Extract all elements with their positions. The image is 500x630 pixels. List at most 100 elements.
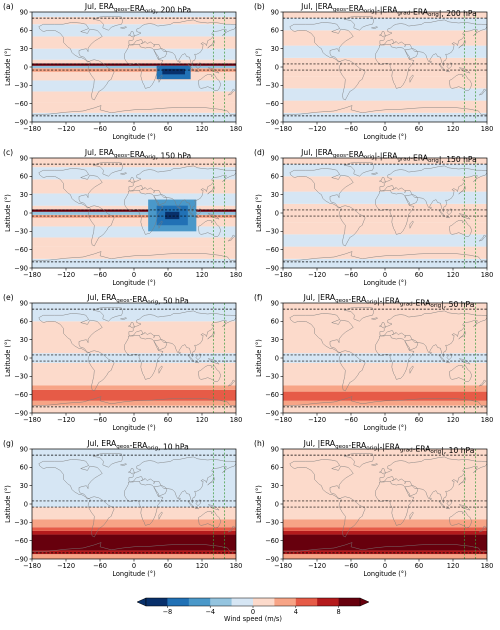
y-tick-label: 30	[271, 336, 279, 344]
y-tick-label: 90	[20, 299, 28, 307]
lat-band-cell	[32, 530, 236, 535]
coastline	[158, 220, 163, 229]
lat-band-cell	[283, 234, 487, 247]
coastline	[449, 219, 472, 238]
x-tick-label: 180	[230, 125, 243, 133]
y-tick-label: −60	[265, 391, 279, 399]
lat-band-cell	[32, 534, 236, 551]
x-tick-label: −120	[57, 125, 75, 133]
lat-band-cell	[32, 63, 236, 66]
coastline	[379, 468, 386, 474]
y-tick-label: 60	[271, 318, 279, 326]
lat-band-cell	[32, 507, 236, 520]
coastline	[208, 67, 220, 74]
x-tick-label: 180	[481, 416, 494, 424]
x-tick-label: 120	[447, 125, 460, 133]
x-tick-label: −120	[308, 562, 326, 570]
lat-band-cell	[283, 550, 487, 555]
panel-title: Jul, |ERAgeos-ERAorig|-|ERAgrad-ERAorig|…	[303, 293, 475, 309]
colorbar-swatch	[338, 598, 361, 606]
lat-band-cell	[32, 237, 236, 247]
coastline	[158, 365, 163, 374]
y-tick-label: −60	[14, 100, 28, 108]
lat-band-cell	[283, 222, 487, 235]
coastline	[128, 165, 236, 213]
x-tick-label: −120	[308, 125, 326, 133]
x-tick-label: 0	[383, 271, 387, 279]
anomaly-cell	[162, 68, 185, 75]
coastline	[207, 476, 215, 486]
lat-band-cell	[283, 400, 487, 406]
coastline	[379, 322, 386, 328]
y-tick-label: 30	[20, 482, 28, 490]
coastline	[478, 525, 487, 533]
x-axis-label: Longitude (°)	[112, 570, 155, 578]
y-axis-label: Latitude (°)	[255, 194, 263, 232]
y-tick-label: −60	[265, 100, 279, 108]
y-tick-label: 60	[20, 27, 28, 35]
coastline	[195, 216, 200, 219]
y-axis-label: Latitude (°)	[4, 339, 12, 377]
lat-band-cell	[32, 550, 236, 555]
x-tick-label: −180	[23, 562, 41, 570]
coastlines	[32, 16, 236, 115]
coastline	[449, 510, 472, 529]
x-axis-label: Longitude (°)	[363, 279, 406, 287]
coastline	[92, 453, 123, 468]
heatmap-field	[283, 12, 487, 122]
coastline	[379, 310, 487, 358]
coastline	[87, 350, 115, 392]
y-tick-label: 0	[24, 500, 28, 508]
x-tick-label: 120	[196, 271, 209, 279]
coastline	[179, 60, 181, 63]
coastline	[195, 507, 200, 510]
coastline	[430, 497, 432, 500]
coastline	[92, 162, 123, 177]
panel-letter: (h)	[254, 439, 265, 448]
lat-band-cell	[283, 405, 487, 413]
lat-band-cell	[32, 519, 236, 528]
coastline	[478, 88, 487, 96]
x-tick-label: 120	[196, 416, 209, 424]
heatmap-field	[283, 449, 487, 559]
lat-band-cell	[283, 203, 487, 223]
colorbar-swatch	[210, 598, 232, 606]
coastline	[283, 251, 487, 261]
coastlines	[32, 307, 236, 406]
coastline	[289, 168, 354, 209]
x-tick-label: −60	[93, 562, 107, 570]
lat-band-cell	[32, 102, 236, 113]
x-tick-label: 60	[164, 562, 172, 570]
x-tick-label: 0	[132, 562, 136, 570]
coastline	[409, 220, 414, 229]
x-tick-label: −60	[344, 125, 358, 133]
coastline	[128, 468, 135, 474]
coastline	[478, 379, 487, 387]
coastlines	[32, 162, 236, 261]
y-axis-label: Latitude (°)	[255, 48, 263, 86]
y-tick-label: −90	[265, 264, 279, 272]
coastline	[179, 351, 181, 354]
coastline	[38, 313, 103, 354]
coastline	[409, 74, 414, 83]
y-tick-label: −60	[265, 537, 279, 545]
y-tick-label: 30	[271, 482, 279, 490]
x-tick-label: 0	[383, 416, 387, 424]
coastline	[379, 165, 487, 213]
y-axis-label: Latitude (°)	[255, 485, 263, 523]
x-axis-label: Longitude (°)	[112, 279, 155, 287]
colorbar-swatch	[274, 598, 297, 606]
coastline	[289, 459, 354, 500]
coastline	[92, 16, 123, 31]
colorbar-tick-label: 8	[336, 608, 340, 616]
lat-band-cell	[32, 226, 236, 238]
coastline	[438, 209, 446, 217]
panel-title: Jul, |ERAgeos-ERAorig|-|ERAgrad-ERAorig|…	[303, 439, 475, 455]
y-tick-label: 30	[20, 45, 28, 53]
y-tick-label: 90	[20, 8, 28, 16]
lat-band-cell	[283, 45, 487, 58]
y-tick-label: 30	[271, 191, 279, 199]
coastline	[38, 168, 103, 209]
coastline	[179, 206, 181, 209]
y-tick-label: 60	[271, 173, 279, 181]
